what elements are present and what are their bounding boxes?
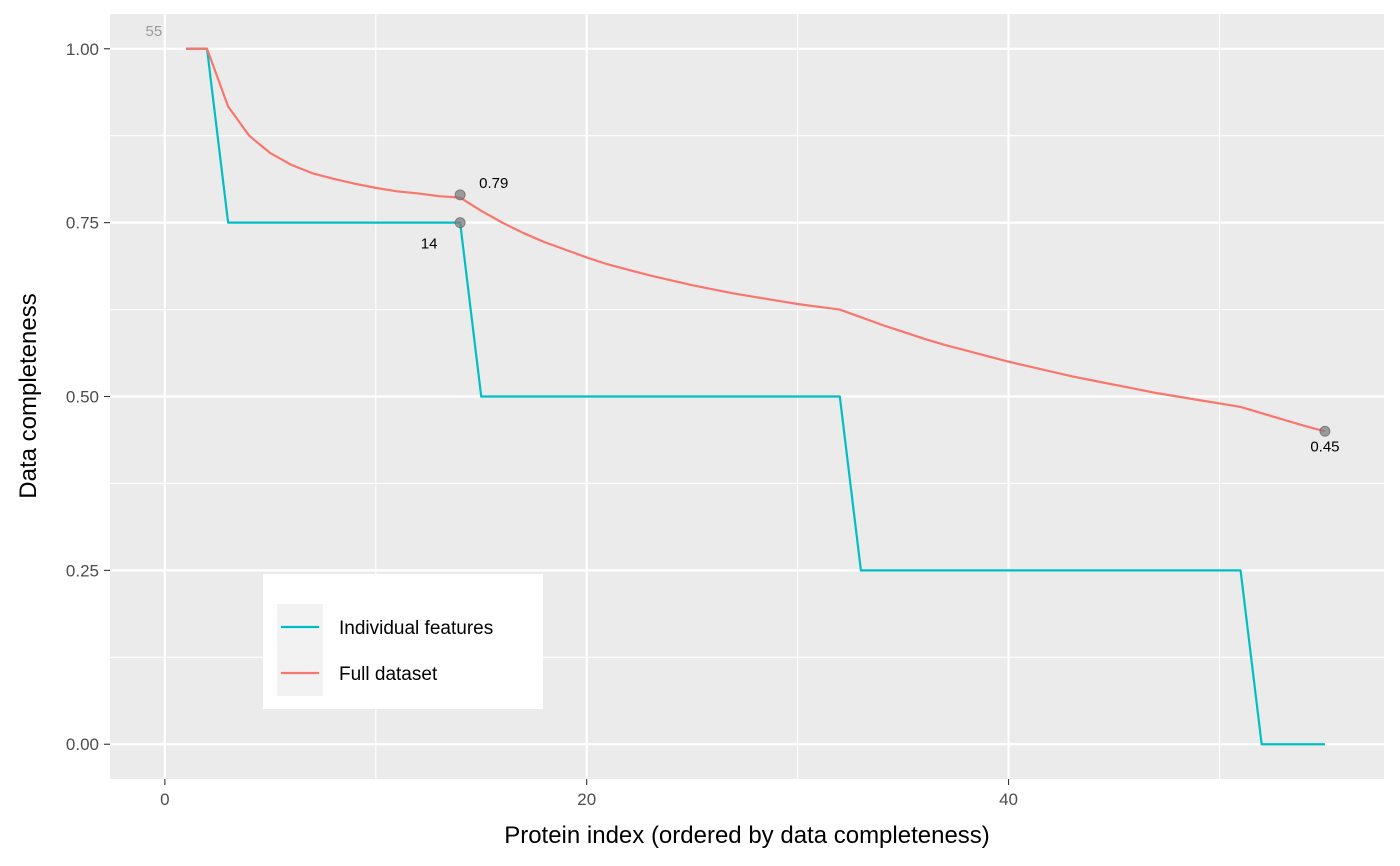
- y-tick-label: 0.25: [66, 561, 99, 580]
- y-tick-label: 0.50: [66, 388, 99, 407]
- series-line-individual-features: [185, 47, 1325, 746]
- legend: Individual features Full dataset: [263, 574, 543, 709]
- highlight-point: [454, 217, 466, 229]
- y-tick-label: 0.75: [66, 214, 99, 233]
- y-axis-title: Data completeness: [15, 293, 42, 498]
- annotation-label: 14: [421, 236, 438, 253]
- series-line-full-dataset: [185, 47, 1326, 433]
- x-tick-label: 0: [160, 790, 169, 809]
- series-layer: [185, 47, 1326, 746]
- x-axis-title: Protein index (ordered by data completen…: [504, 822, 990, 849]
- highlight-point: [1319, 425, 1331, 437]
- x-tick-label: 40: [999, 790, 1018, 809]
- annotation-label: 0.45: [1310, 438, 1339, 455]
- highlight-point: [454, 189, 466, 201]
- annotation-label: 55: [145, 23, 162, 40]
- x-axis: 0 20 40: [160, 779, 1018, 809]
- y-tick-label: 0.00: [66, 735, 99, 754]
- grid-major: [110, 14, 1384, 779]
- x-tick-label: 20: [577, 790, 596, 809]
- points-layer: [454, 189, 1331, 437]
- legend-label-individual-features: Individual features: [339, 618, 493, 639]
- y-axis: 0.00 0.25 0.50 0.75 1.00: [66, 40, 110, 754]
- annotation-label: 0.79: [479, 175, 508, 192]
- annotation-layer: 55 0.79 14 0.45: [145, 23, 1339, 456]
- y-tick-label: 1.00: [66, 40, 99, 59]
- legend-label-full-dataset: Full dataset: [339, 664, 438, 685]
